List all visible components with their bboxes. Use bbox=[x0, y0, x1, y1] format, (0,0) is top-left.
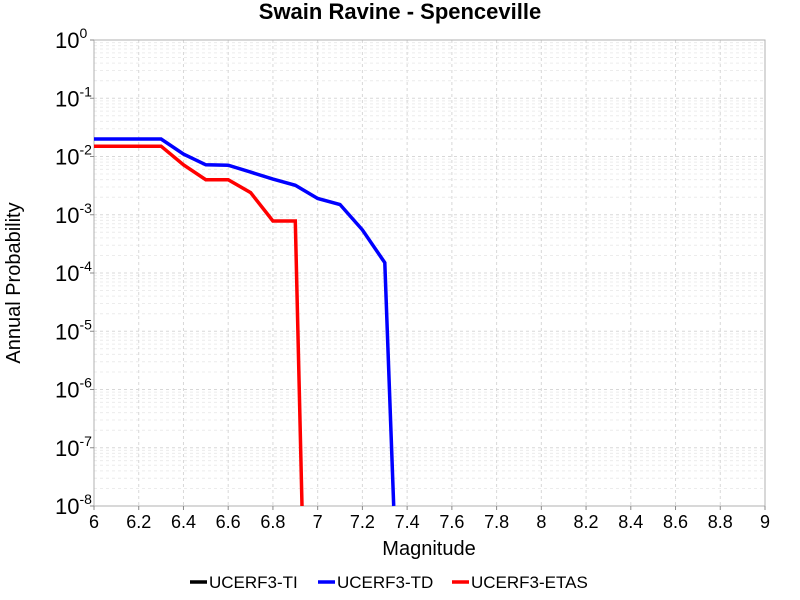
x-tick-label: 9 bbox=[760, 512, 770, 532]
legend-label: UCERF3-ETAS bbox=[471, 573, 588, 592]
y-tick-label: 10-6 bbox=[55, 375, 92, 403]
y-tick-label: 10-4 bbox=[55, 258, 92, 286]
y-tick-label: 10-5 bbox=[55, 316, 92, 344]
x-tick-label: 6.4 bbox=[171, 512, 196, 532]
y-tick-label: 10-8 bbox=[55, 491, 92, 519]
y-tick-label: 100 bbox=[55, 25, 87, 53]
x-tick-label: 8.2 bbox=[574, 512, 599, 532]
legend-label: UCERF3-TD bbox=[337, 573, 433, 592]
grid bbox=[93, 39, 766, 507]
x-axis-label: Magnitude bbox=[382, 538, 475, 560]
y-tick-label: 10-1 bbox=[55, 83, 92, 111]
x-tick-label: 6 bbox=[89, 512, 99, 532]
y-tick-label: 10-3 bbox=[55, 200, 92, 228]
legend: UCERF3-TI UCERF3-TD UCERF3-ETAS bbox=[190, 573, 588, 592]
y-tick-label: 10-2 bbox=[55, 142, 92, 170]
x-tick-label: 8.6 bbox=[663, 512, 688, 532]
x-tick-label: 6.6 bbox=[216, 512, 241, 532]
x-tick-label: 8 bbox=[536, 512, 546, 532]
x-tick-label: 7 bbox=[313, 512, 323, 532]
x-tick-label: 8.8 bbox=[708, 512, 733, 532]
x-tick-label: 6.8 bbox=[260, 512, 285, 532]
x-tick-label: 7.6 bbox=[439, 512, 464, 532]
x-tick-label: 7.8 bbox=[484, 512, 509, 532]
chart-title: Swain Ravine - Spenceville bbox=[259, 0, 541, 24]
y-axis-ticks: 100 10-1 10-2 10-3 10-4 10-5 10-6 10-7 10-8 bbox=[55, 25, 94, 519]
legend-label: UCERF3-TI bbox=[209, 573, 298, 592]
y-tick-label: 10-7 bbox=[55, 433, 92, 461]
x-tick-label: 7.4 bbox=[395, 512, 420, 532]
y-axis-label: Annual Probability bbox=[3, 202, 25, 363]
x-tick-label: 7.2 bbox=[350, 512, 375, 532]
x-tick-label: 8.4 bbox=[618, 512, 643, 532]
x-tick-label: 6.2 bbox=[126, 512, 151, 532]
series-layer bbox=[94, 137, 396, 507]
series-line-ucerf3-td bbox=[94, 137, 396, 507]
x-axis-ticks: 6 6.2 6.4 6.6 6.8 7 7.2 7.4 7.6 7.8 8 8.2 8.4 8.6 8.8 9 bbox=[89, 506, 770, 532]
series-line-ucerf3-etas bbox=[94, 144, 304, 507]
